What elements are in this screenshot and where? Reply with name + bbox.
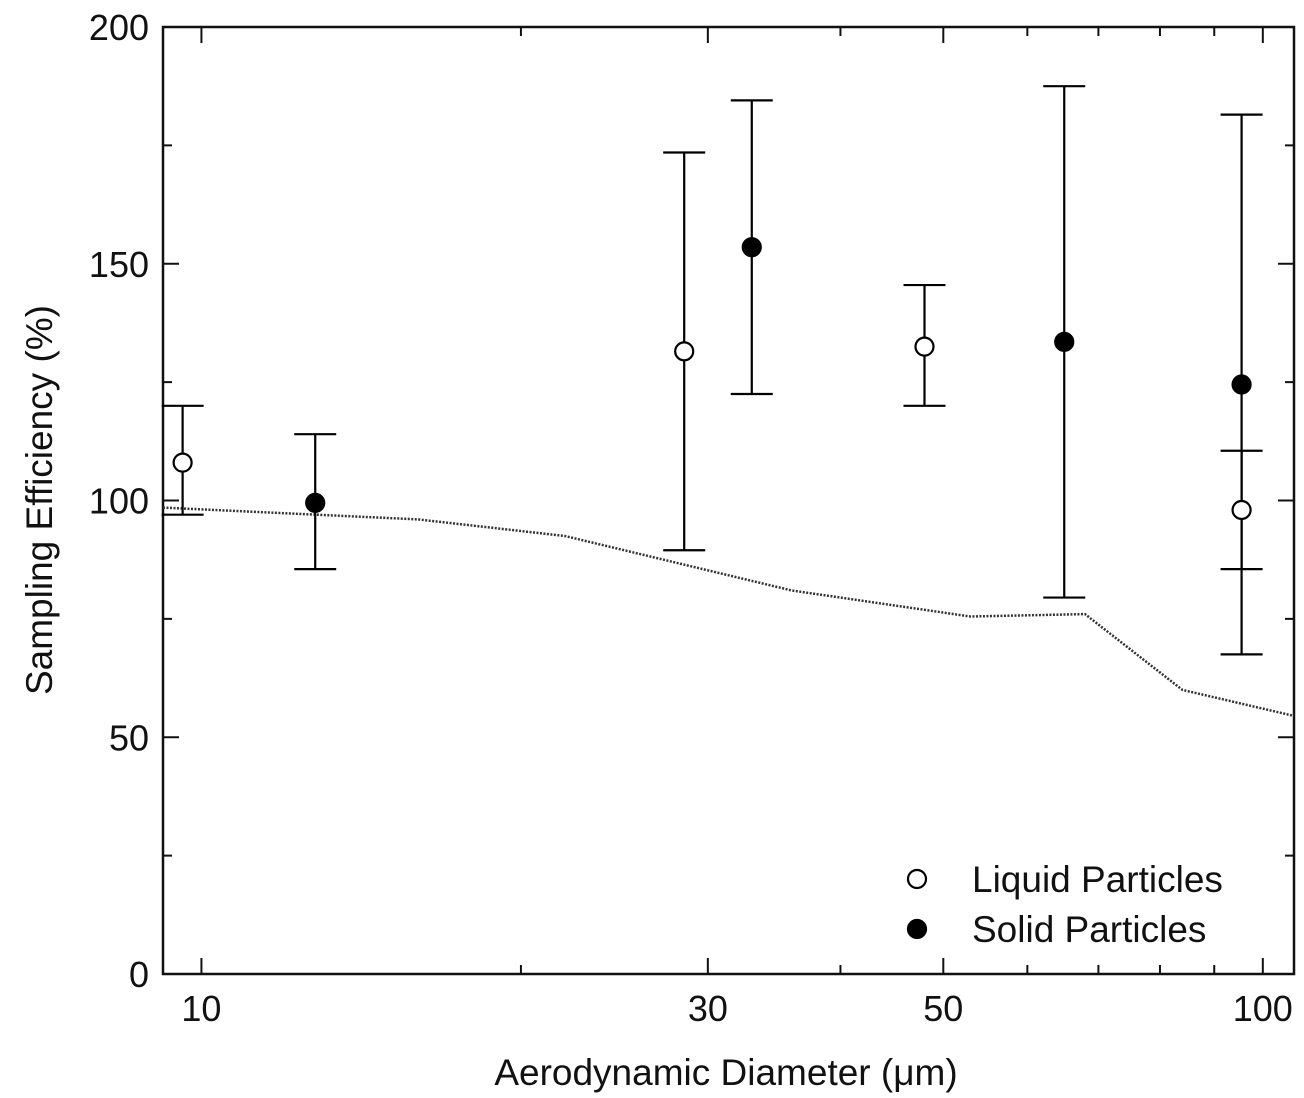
y-tick-label: 100	[89, 481, 149, 522]
data-point-liquid	[1231, 499, 1252, 521]
y-axis-title: Sampling Efficiency (%)	[19, 305, 60, 695]
marker-layer	[172, 237, 1252, 521]
x-tick-label: 50	[923, 988, 963, 1029]
data-point-solid	[305, 492, 326, 513]
data-point-liquid	[914, 336, 935, 357]
legend-marker-liquid	[906, 868, 928, 890]
legend-marker-solid	[906, 918, 928, 940]
data-point-solid	[1054, 331, 1075, 352]
y-tick-label: 150	[89, 244, 149, 285]
y-tick-label: 0	[129, 954, 149, 995]
x-tick-label: 100	[1233, 988, 1293, 1029]
x-axis-title: Aerodynamic Diameter (μm)	[494, 1052, 957, 1093]
curve-layer	[162, 506, 1295, 718]
data-point-liquid	[172, 452, 193, 473]
plot-frame	[161, 25, 1296, 976]
y-tick-label: 200	[89, 7, 149, 48]
legend-label-liquid: Liquid Particles	[972, 859, 1223, 900]
data-point-liquid	[674, 341, 695, 362]
legend-label-solid: Solid Particles	[972, 909, 1206, 950]
data-point-solid	[741, 237, 762, 258]
y-tick-label: 50	[109, 717, 149, 758]
errorbar-layer	[161, 85, 1263, 656]
legend: Liquid Particles Solid Particles	[906, 859, 1223, 950]
axes: 10 30 50 100 0 50 100 150 200	[89, 7, 1296, 1029]
x-tick-label: 10	[181, 988, 221, 1029]
data-point-solid	[1231, 374, 1252, 395]
x-tick-label: 30	[688, 988, 728, 1029]
efficiency-curve-line	[162, 506, 1295, 718]
